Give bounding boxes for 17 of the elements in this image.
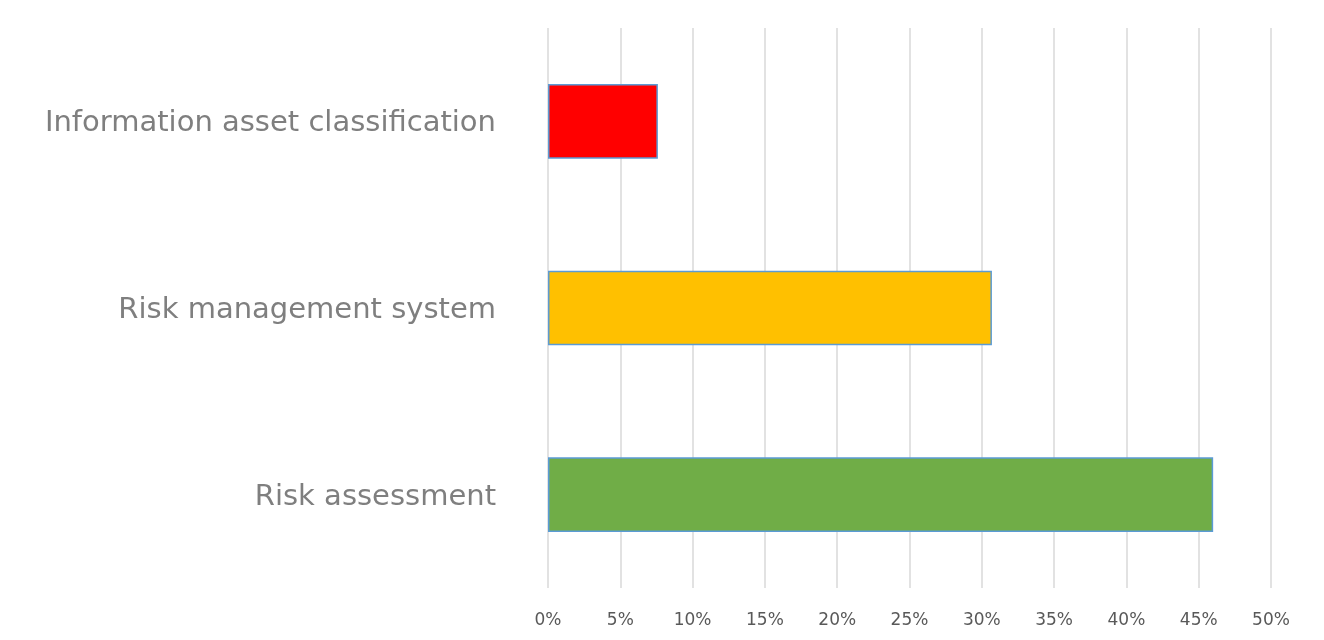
x-tick-label: 35% (1035, 608, 1073, 629)
x-tick-label: 20% (818, 608, 857, 629)
y-tick-label: Risk management system (118, 291, 496, 325)
x-tick-label: 25% (890, 608, 929, 629)
x-tick-label: 50% (1252, 608, 1290, 629)
x-tick-label: 5% (606, 608, 634, 629)
x-tick-label: 45% (1179, 608, 1218, 629)
y-tick-label: Risk assessment (254, 477, 496, 512)
bar (548, 84, 658, 159)
x-tick-label: 15% (746, 608, 784, 629)
bar (548, 270, 992, 346)
x-tick-label: 30% (962, 608, 1001, 629)
x-tick-label: 0% (534, 608, 562, 629)
x-tick-label: 10% (673, 608, 712, 629)
y-tick-label: Information asset classification (44, 104, 496, 139)
bar (548, 457, 1214, 532)
x-tick-label: 40% (1107, 608, 1146, 629)
